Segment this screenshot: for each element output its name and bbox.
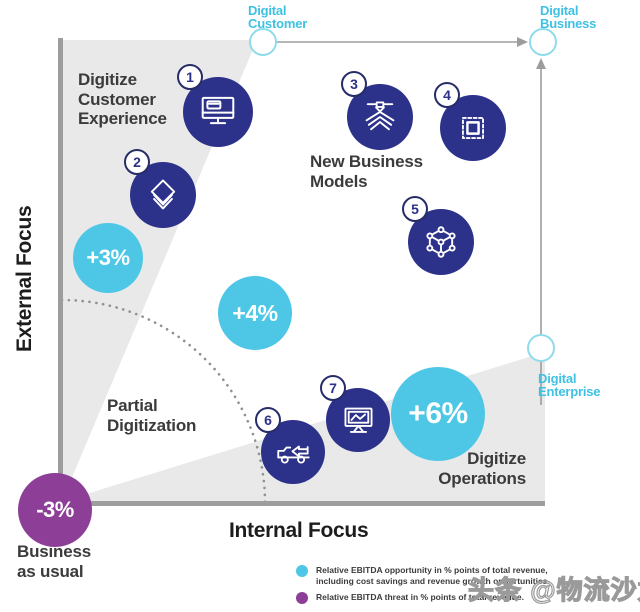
initiative-node-4: 4 [434, 82, 506, 161]
zone-digitize-operations: Digitize Operations [438, 449, 526, 488]
digital-business-node [529, 28, 557, 56]
x-axis-label: Internal Focus [229, 519, 369, 542]
initiative-node-1: 1 [177, 64, 253, 147]
legend-item-opportunity: Relative EBITDA opportunity in % points … [296, 565, 626, 587]
drone-pyramid-icon [365, 101, 395, 131]
node-number-badge: 5 [402, 196, 428, 222]
initiative-node-3: 3 [341, 71, 413, 150]
layered-diamonds-icon [150, 179, 176, 210]
legend: Relative EBITDA opportunity in % points … [296, 565, 626, 609]
zone-partial-digitization: Partial Digitization [107, 396, 197, 435]
digital-enterprise-label: Digital Enterprise [538, 371, 601, 399]
partial-digitization-arc [60, 298, 267, 505]
right-arrow-head [536, 58, 546, 69]
truck-arrow-icon [276, 445, 310, 464]
legend-item-threat: Relative EBITDA threat in % points of to… [296, 592, 626, 605]
chart-monitor-icon [344, 407, 372, 433]
ebitda-bubble-plus6: +6% [391, 367, 485, 461]
node-number-badge: 1 [177, 64, 203, 90]
initiative-node-7: 7 [320, 375, 390, 452]
node-number-badge: 4 [434, 82, 460, 108]
digital-business-label: Digital Business [540, 3, 597, 31]
zone-new-business-models: New Business Models [310, 152, 423, 191]
ebitda-bubble-plus4: +4% [218, 276, 292, 350]
node-number-badge: 6 [255, 407, 281, 433]
opportunity-dot-icon [296, 565, 308, 577]
node-number-badge: 7 [320, 375, 346, 401]
node-number-badge: 2 [124, 149, 150, 175]
nested-squares-icon [461, 116, 485, 140]
watermark: 头条 @物流沙龙 [467, 574, 640, 605]
digital-customer-node [249, 28, 277, 56]
legend-opportunity-text: Relative EBITDA opportunity in % points … [316, 565, 550, 587]
zone-business-as-usual: Business as usual [17, 542, 91, 581]
upper-left-wedge [62, 40, 257, 501]
legend-threat-text: Relative EBITDA threat in % points of to… [316, 592, 524, 603]
y-axis-label: External Focus [13, 205, 36, 352]
threat-dot-icon [296, 592, 308, 605]
zone-digitize-customer-experience: Digitize Customer Experience [78, 70, 167, 129]
digital-customer-label: Digital Customer [248, 3, 308, 31]
network-cube-icon [426, 226, 456, 258]
initiative-node-6: 6 [255, 407, 325, 484]
node-number-badge: 3 [341, 71, 367, 97]
digital-enterprise-node [527, 334, 555, 362]
ebitda-bubble-plus3: +3% [73, 223, 143, 293]
top-arrow-head [517, 37, 528, 47]
initiative-node-2: 2 [124, 149, 196, 228]
ebitda-bubble-minus3: -3% [18, 473, 92, 547]
initiative-node-5: 5 [402, 196, 474, 275]
monitor-card-icon [201, 96, 235, 125]
